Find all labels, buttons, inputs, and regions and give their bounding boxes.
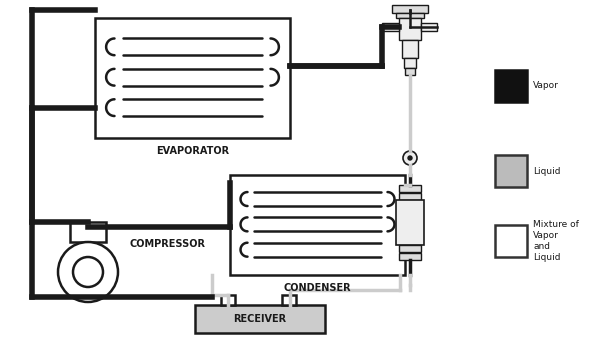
Text: Vapor: Vapor: [533, 82, 559, 91]
Bar: [404, 58, 416, 68]
Bar: [396, 13, 424, 18]
Bar: [399, 185, 421, 192]
Bar: [221, 295, 234, 305]
Bar: [195, 305, 325, 333]
Text: Liquid: Liquid: [533, 167, 560, 175]
Text: Mixture of
Vapor
and
Liquid: Mixture of Vapor and Liquid: [533, 220, 579, 262]
Circle shape: [58, 242, 118, 302]
Bar: [382, 23, 399, 31]
Text: CONDENSER: CONDENSER: [284, 283, 351, 293]
Bar: [399, 253, 421, 260]
Bar: [495, 155, 527, 187]
Bar: [70, 222, 106, 242]
Circle shape: [73, 257, 103, 287]
Bar: [402, 40, 418, 58]
Bar: [421, 23, 437, 31]
Circle shape: [408, 156, 412, 160]
Text: COMPRESSOR: COMPRESSOR: [130, 239, 206, 249]
Bar: [399, 193, 421, 200]
Text: RECEIVER: RECEIVER: [234, 314, 287, 324]
Bar: [392, 5, 428, 13]
Bar: [95, 18, 290, 138]
Bar: [495, 225, 527, 257]
Bar: [230, 175, 405, 275]
Bar: [399, 18, 421, 40]
Bar: [399, 245, 421, 252]
Text: EVAPORATOR: EVAPORATOR: [156, 146, 229, 156]
Bar: [282, 295, 296, 305]
Circle shape: [403, 151, 417, 165]
Bar: [405, 68, 415, 75]
Bar: [396, 200, 424, 245]
Bar: [495, 70, 527, 102]
